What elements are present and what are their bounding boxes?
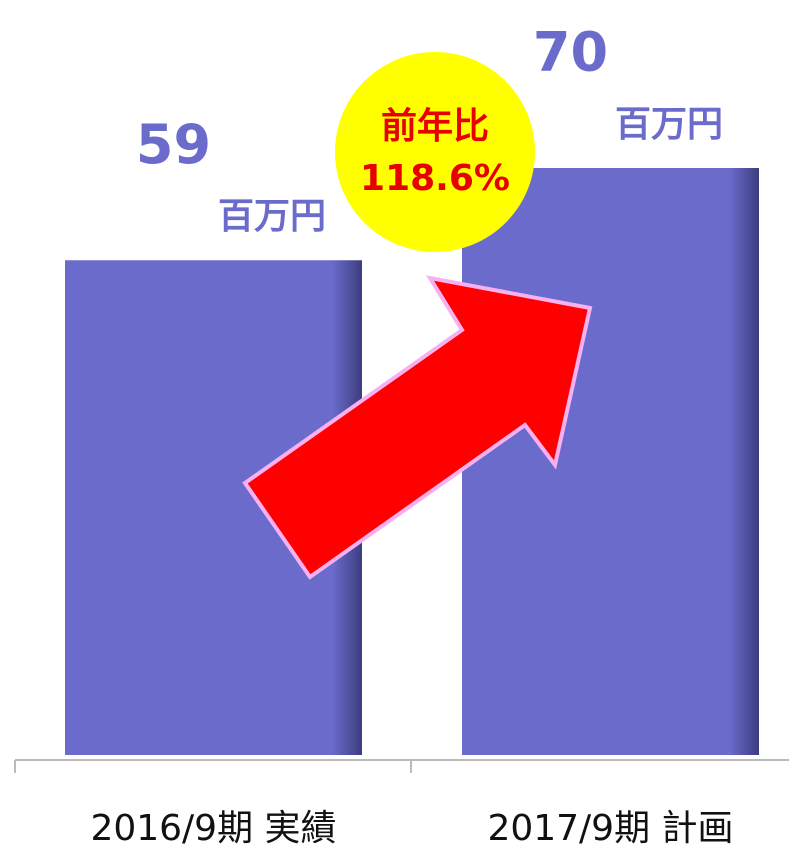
badge-text: 118.6%	[360, 158, 510, 199]
x-tick-label: 2017/9期 計画	[487, 808, 733, 849]
arrow	[242, 275, 593, 580]
badge	[335, 52, 535, 252]
badge-title: 前年比	[381, 106, 489, 147]
x-tick-label: 2016/9期 実績	[90, 808, 336, 849]
value-label: 59	[136, 113, 211, 176]
unit-label: 百万円	[615, 104, 723, 145]
bar	[462, 168, 759, 755]
value-label: 70	[533, 21, 608, 84]
unit-label: 百万円	[218, 196, 326, 237]
